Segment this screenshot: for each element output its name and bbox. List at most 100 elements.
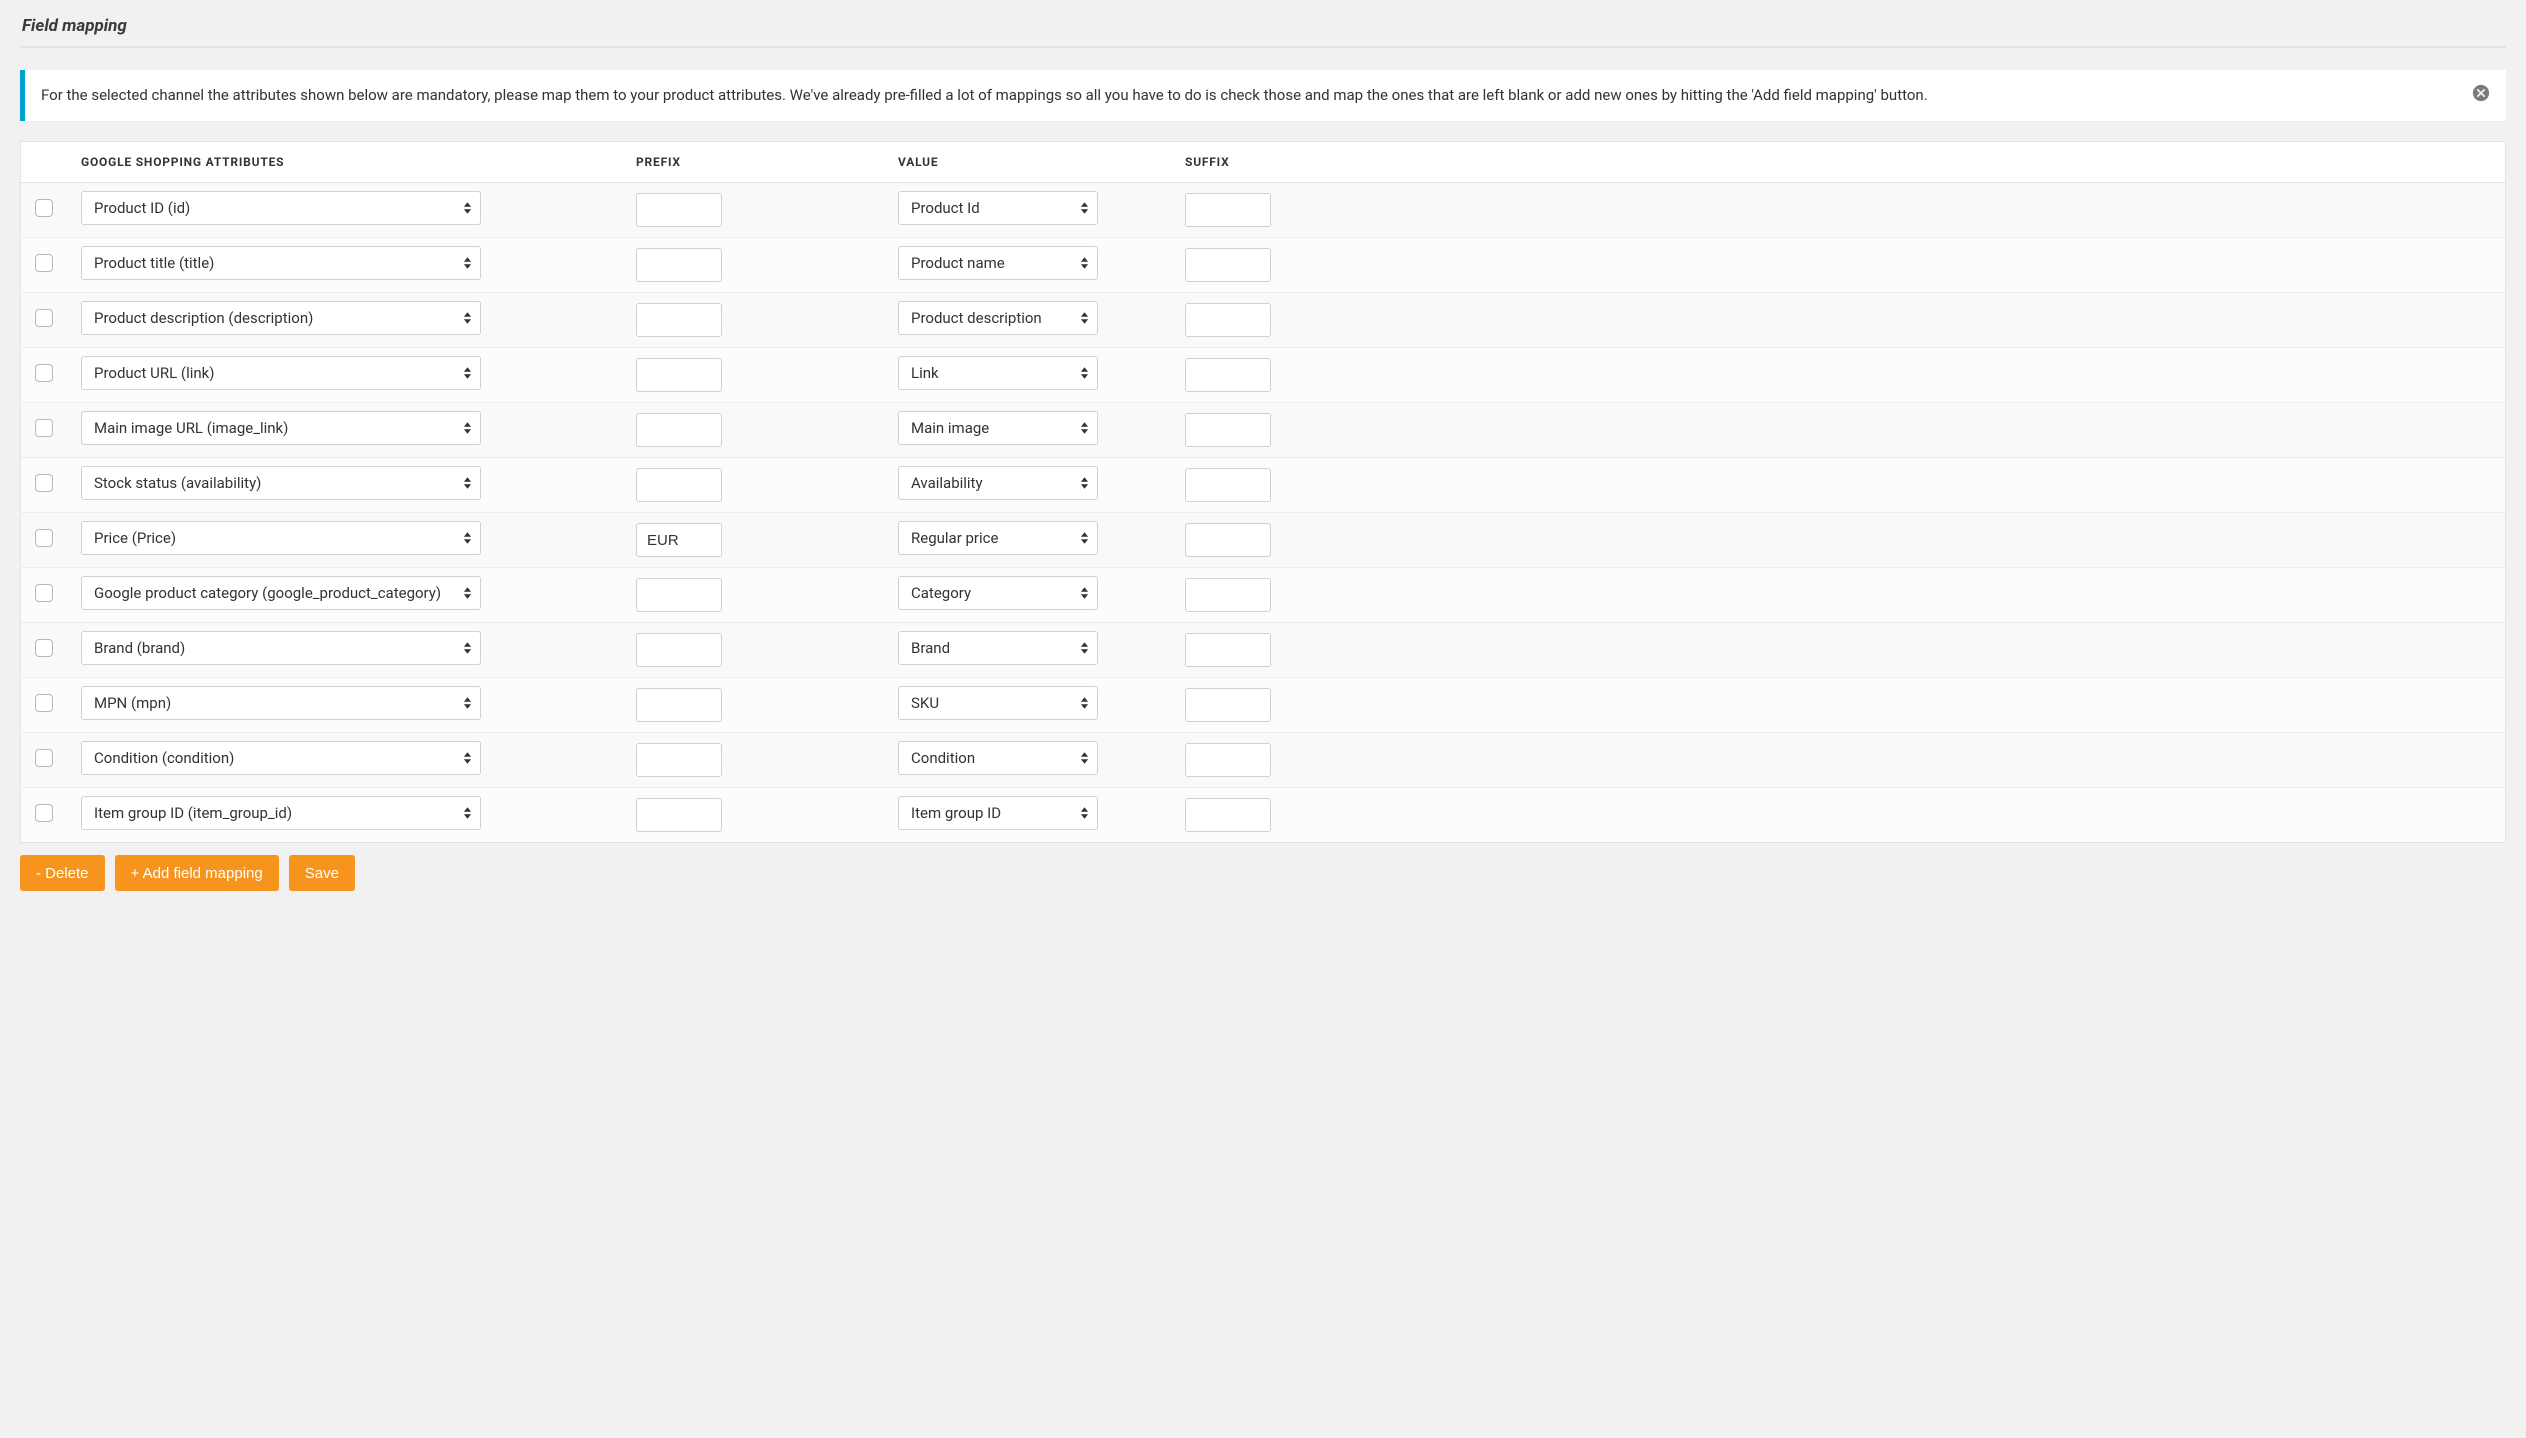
prefix-input[interactable]: [636, 523, 722, 557]
attribute-select-label: Item group ID (item_group_id): [94, 804, 292, 822]
table-row: Google product category (google_product_…: [21, 568, 2506, 623]
table-row: Product URL (link) Link: [21, 348, 2506, 403]
value-select-label: SKU: [911, 694, 939, 712]
suffix-input[interactable]: [1185, 303, 1271, 337]
attribute-select[interactable]: Main image URL (image_link): [81, 411, 481, 445]
value-select-label: Item group ID: [911, 804, 1001, 822]
attribute-select[interactable]: Product ID (id): [81, 191, 481, 225]
prefix-input[interactable]: [636, 413, 722, 447]
delete-button[interactable]: - Delete: [20, 855, 105, 891]
attribute-select-label: Product title (title): [94, 254, 214, 272]
row-checkbox[interactable]: [35, 309, 53, 327]
notice-text: For the selected channel the attributes …: [41, 86, 1928, 104]
section-divider: [20, 46, 2506, 48]
prefix-input[interactable]: [636, 633, 722, 667]
prefix-input[interactable]: [636, 303, 722, 337]
table-row: Stock status (availability) Availability: [21, 458, 2506, 513]
value-select[interactable]: Availability: [898, 466, 1098, 500]
row-checkbox[interactable]: [35, 694, 53, 712]
column-header-value: VALUE: [884, 142, 1171, 183]
row-checkbox[interactable]: [35, 419, 53, 437]
row-checkbox[interactable]: [35, 804, 53, 822]
action-buttons: - Delete + Add field mapping Save: [20, 855, 2506, 891]
prefix-input[interactable]: [636, 798, 722, 832]
attribute-select[interactable]: Item group ID (item_group_id): [81, 796, 481, 830]
attribute-select-label: Price (Price): [94, 529, 176, 547]
value-select[interactable]: Brand: [898, 631, 1098, 665]
table-row: Product description (description) Product…: [21, 293, 2506, 348]
suffix-input[interactable]: [1185, 248, 1271, 282]
table-row: Brand (brand) Brand: [21, 623, 2506, 678]
row-checkbox[interactable]: [35, 199, 53, 217]
attribute-select[interactable]: MPN (mpn): [81, 686, 481, 720]
suffix-input[interactable]: [1185, 743, 1271, 777]
attribute-select-label: Main image URL (image_link): [94, 419, 288, 437]
suffix-input[interactable]: [1185, 523, 1271, 557]
column-header-suffix: SUFFIX: [1171, 142, 2506, 183]
close-icon: [2472, 84, 2490, 102]
attribute-select[interactable]: Condition (condition): [81, 741, 481, 775]
attribute-select[interactable]: Product URL (link): [81, 356, 481, 390]
prefix-input[interactable]: [636, 358, 722, 392]
suffix-input[interactable]: [1185, 468, 1271, 502]
value-select[interactable]: Condition: [898, 741, 1098, 775]
value-select[interactable]: Product Id: [898, 191, 1098, 225]
value-select-label: Main image: [911, 419, 989, 437]
table-row: Item group ID (item_group_id) Item group …: [21, 788, 2506, 843]
column-header-checkbox: [21, 142, 68, 183]
notice-dismiss-button[interactable]: [2470, 82, 2492, 104]
suffix-input[interactable]: [1185, 193, 1271, 227]
suffix-input[interactable]: [1185, 578, 1271, 612]
row-checkbox[interactable]: [35, 364, 53, 382]
value-select-label: Product Id: [911, 199, 980, 217]
save-button[interactable]: Save: [289, 855, 355, 891]
attribute-select-label: Product description (description): [94, 309, 313, 327]
table-row: Condition (condition) Condition: [21, 733, 2506, 788]
value-select[interactable]: Link: [898, 356, 1098, 390]
prefix-input[interactable]: [636, 193, 722, 227]
suffix-input[interactable]: [1185, 358, 1271, 392]
suffix-input[interactable]: [1185, 798, 1271, 832]
value-select[interactable]: Category: [898, 576, 1098, 610]
attribute-select[interactable]: Product description (description): [81, 301, 481, 335]
value-select-label: Regular price: [911, 529, 998, 547]
value-select-label: Brand: [911, 639, 950, 657]
attribute-select-label: Product ID (id): [94, 199, 190, 217]
table-row: Product title (title) Product name: [21, 238, 2506, 293]
suffix-input[interactable]: [1185, 633, 1271, 667]
value-select-label: Category: [911, 584, 971, 602]
value-select[interactable]: Item group ID: [898, 796, 1098, 830]
attribute-select[interactable]: Price (Price): [81, 521, 481, 555]
attribute-select-label: Stock status (availability): [94, 474, 261, 492]
value-select[interactable]: Product description: [898, 301, 1098, 335]
value-select[interactable]: SKU: [898, 686, 1098, 720]
row-checkbox[interactable]: [35, 254, 53, 272]
table-row: Main image URL (image_link) Main image: [21, 403, 2506, 458]
value-select[interactable]: Main image: [898, 411, 1098, 445]
attribute-select[interactable]: Google product category (google_product_…: [81, 576, 481, 610]
column-header-prefix: PREFIX: [622, 142, 884, 183]
attribute-select[interactable]: Brand (brand): [81, 631, 481, 665]
row-checkbox[interactable]: [35, 639, 53, 657]
prefix-input[interactable]: [636, 578, 722, 612]
value-select[interactable]: Product name: [898, 246, 1098, 280]
row-checkbox[interactable]: [35, 474, 53, 492]
prefix-input[interactable]: [636, 468, 722, 502]
add-field-mapping-button[interactable]: + Add field mapping: [115, 855, 279, 891]
prefix-input[interactable]: [636, 743, 722, 777]
row-checkbox[interactable]: [35, 749, 53, 767]
value-select[interactable]: Regular price: [898, 521, 1098, 555]
attribute-select-label: Condition (condition): [94, 749, 234, 767]
value-select-label: Condition: [911, 749, 975, 767]
row-checkbox[interactable]: [35, 529, 53, 547]
attribute-select-label: Product URL (link): [94, 364, 214, 382]
prefix-input[interactable]: [636, 248, 722, 282]
info-notice: For the selected channel the attributes …: [20, 70, 2506, 121]
suffix-input[interactable]: [1185, 688, 1271, 722]
suffix-input[interactable]: [1185, 413, 1271, 447]
attribute-select[interactable]: Product title (title): [81, 246, 481, 280]
attribute-select[interactable]: Stock status (availability): [81, 466, 481, 500]
prefix-input[interactable]: [636, 688, 722, 722]
section-title: Field mapping: [20, 10, 2506, 46]
row-checkbox[interactable]: [35, 584, 53, 602]
